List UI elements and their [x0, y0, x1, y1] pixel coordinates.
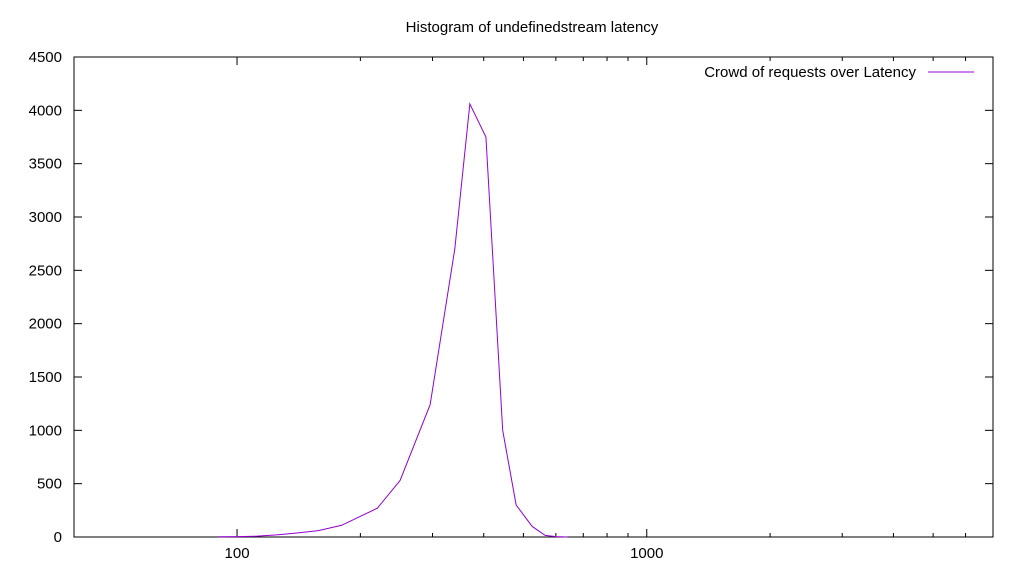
y-tick-label: 500 — [37, 476, 62, 493]
y-tick-label: 4000 — [29, 102, 62, 119]
x-tick-label: 100 — [225, 545, 250, 562]
y-tick-label: 3000 — [29, 209, 62, 226]
chart-title: Histogram of undefinedstream latency — [406, 19, 659, 36]
y-tick-label: 1000 — [29, 422, 62, 439]
x-tick-label: 1000 — [630, 545, 663, 562]
y-axis: 0 500 1000 1500 2000 2500 3000 3500 4000 4500 — [29, 49, 993, 546]
y-tick-label: 4500 — [29, 49, 62, 66]
y-tick-label: 2500 — [29, 262, 62, 279]
series-layer — [218, 102, 568, 538]
y-tick-label: 0 — [54, 529, 62, 546]
legend: Crowd of requests over Latency — [704, 64, 974, 81]
y-tick-label: 1500 — [29, 369, 62, 386]
legend-label: Crowd of requests over Latency — [704, 64, 916, 81]
x-axis: 100 1000 — [225, 57, 967, 562]
y-tick-label: 2000 — [29, 316, 62, 333]
series-line — [218, 102, 568, 538]
y-tick-label: 3500 — [29, 156, 62, 173]
plot-frame — [73, 56, 994, 538]
